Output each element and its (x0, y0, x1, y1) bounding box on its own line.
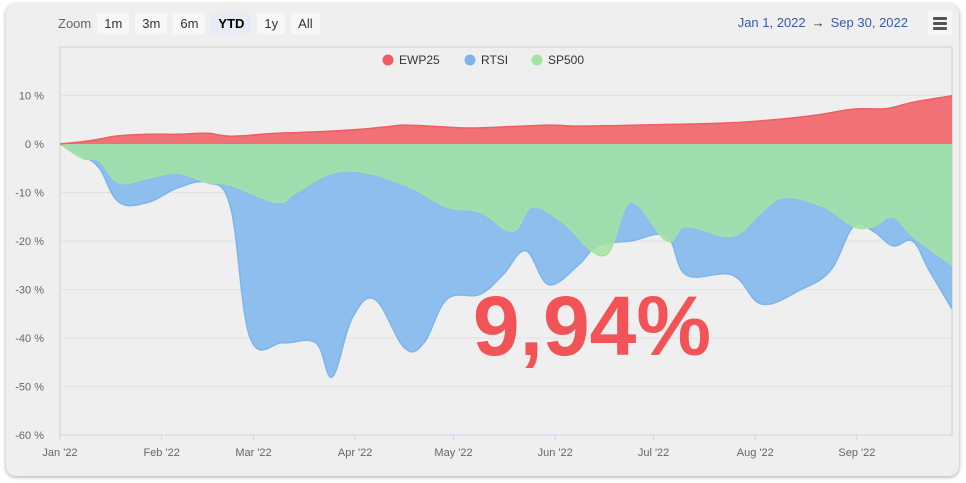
x-tick-label-2: Mar '22 (235, 447, 271, 459)
y-tick-label-0: 10 % (19, 91, 44, 103)
legend-item-ewp25[interactable]: EWP25 (399, 53, 440, 67)
x-tick-label-8: Sep '22 (838, 447, 875, 459)
range-to-date[interactable]: Sep 30, 2022 (830, 15, 908, 30)
y-axis: 10 % 0 % -10 % -20 % -30 % -40 % -50 % -60 % (15, 91, 44, 443)
legend: EWP25 RTSI SP500 (382, 53, 584, 67)
x-tick-label-0: Jan '22 (42, 447, 77, 459)
date-range: Jan 1, 2022 → Sep 30, 2022 (738, 15, 908, 30)
x-tick-label-3: Apr '22 (338, 447, 373, 459)
series-sp500-line (59, 143, 953, 266)
series-areas (59, 95, 953, 378)
zoom-6m-button[interactable]: 6m (173, 12, 206, 34)
x-tick-label-1: Feb '22 (143, 447, 179, 459)
y-tick-label-4: -30 % (15, 285, 44, 297)
zoom-1m-button[interactable]: 1m (97, 12, 130, 34)
x-tick-label-7: Aug '22 (737, 447, 774, 459)
zoom-label: Zoom (58, 15, 92, 31)
big-value-label: 9,94% (473, 279, 711, 373)
y-tick-label-6: -50 % (15, 382, 44, 394)
legend-marker-rtsi (464, 54, 476, 66)
y-tick-label-7: -60 % (15, 430, 44, 442)
legend-item-rtsi[interactable]: RTSI (481, 53, 508, 67)
zoom-3m-button[interactable]: 3m (135, 12, 168, 34)
range-arrow: → (811, 15, 825, 30)
zoom-all-button[interactable]: All (291, 12, 320, 34)
zoom-ytd-button[interactable]: YTD (211, 12, 252, 34)
zoom-toolbar: Zoom 1m 3m 6m YTD 1y All (58, 12, 326, 34)
legend-item-sp500[interactable]: SP500 (548, 53, 584, 67)
zoom-1y-button[interactable]: 1y (257, 12, 286, 34)
series-ewp25-area (60, 95, 952, 144)
y-tick-label-1: 0 % (25, 139, 44, 151)
y-tick-label-2: -10 % (15, 188, 44, 200)
legend-marker-sp500 (531, 54, 543, 66)
x-tick-label-4: May '22 (434, 447, 472, 459)
series-sp500-area (60, 144, 952, 266)
x-axis: Jan '22 Feb '22 Mar '22 Apr '22 May '22 Jun '… (42, 434, 952, 459)
legend-marker-ewp25 (382, 54, 394, 66)
x-tick-label-6: Jul '22 (638, 447, 669, 459)
range-from-date[interactable]: Jan 1, 2022 (737, 15, 806, 30)
series-ewp25-line (59, 95, 953, 145)
y-tick-label-3: -20 % (15, 236, 44, 248)
y-tick-label-5: -40 % (15, 333, 44, 345)
x-tick-label-5: Jun '22 (538, 447, 573, 459)
menu-icon[interactable] (928, 11, 952, 35)
